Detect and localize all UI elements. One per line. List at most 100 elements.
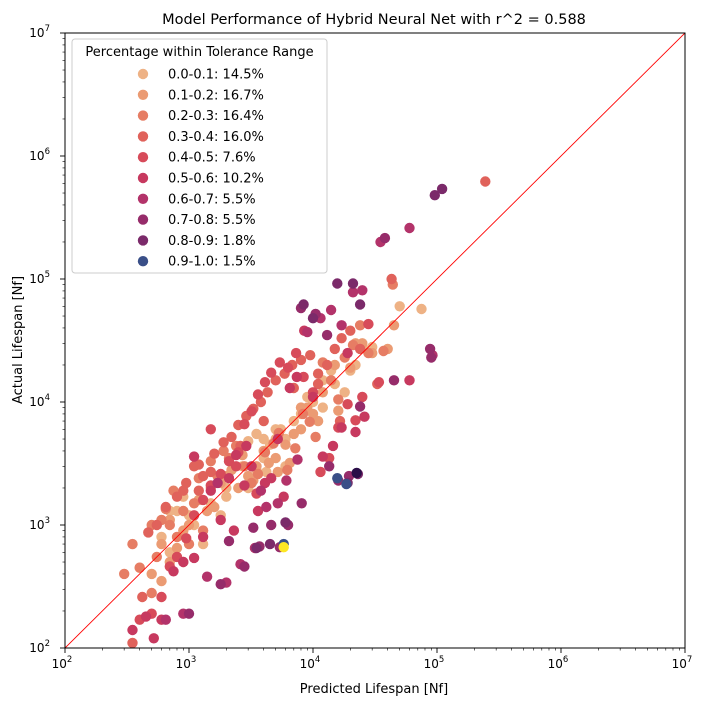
data-point — [259, 377, 271, 388]
data-point — [357, 391, 368, 403]
data-point — [146, 568, 157, 580]
legend-label: 0.5-0.6: 10.2% — [168, 172, 264, 187]
legend-label: 0.4-0.5: 7.6% — [168, 151, 256, 166]
data-point — [252, 505, 264, 517]
data-point — [215, 468, 226, 480]
data-point — [119, 568, 130, 580]
data-point — [160, 501, 171, 513]
data-point — [296, 498, 307, 509]
data-point — [347, 287, 359, 298]
data-point — [188, 451, 200, 462]
data-point — [297, 408, 309, 420]
data-point — [388, 375, 400, 386]
data-point — [156, 591, 167, 603]
data-point — [188, 552, 200, 564]
data-point — [312, 368, 324, 379]
data-point — [325, 304, 337, 316]
legend-label: 0.8-0.9: 1.8% — [168, 234, 256, 249]
data-point — [188, 498, 200, 509]
data-point — [324, 461, 335, 472]
legend-marker — [137, 89, 149, 101]
data-point — [351, 467, 362, 479]
data-point — [156, 575, 167, 587]
data-point — [350, 415, 361, 426]
data-point — [354, 343, 366, 355]
data-point — [178, 556, 189, 568]
data-point — [251, 542, 262, 554]
data-point — [246, 406, 257, 417]
chart-title: Model Performance of Hybrid Neural Net w… — [162, 12, 586, 28]
data-point — [230, 461, 242, 472]
data-point — [307, 391, 319, 403]
x-tick-label: 102 — [52, 655, 73, 671]
data-point — [252, 389, 264, 400]
legend-box — [71, 38, 328, 274]
data-point — [278, 542, 289, 553]
data-point — [312, 378, 324, 390]
x-tick-label: 107 — [672, 655, 693, 671]
data-point — [270, 375, 281, 386]
data-point — [193, 485, 204, 496]
data-point — [292, 454, 303, 465]
data-point — [354, 320, 366, 331]
data-point — [345, 325, 356, 336]
data-point — [363, 318, 374, 330]
data-point — [215, 579, 226, 590]
data-point — [379, 232, 391, 244]
data-point — [321, 359, 333, 371]
data-point — [329, 343, 340, 355]
data-point — [148, 633, 159, 644]
data-point — [336, 422, 347, 433]
data-point — [261, 501, 272, 513]
data-point — [223, 535, 235, 547]
data-point — [230, 449, 242, 461]
data-point — [239, 561, 250, 572]
legend-marker — [137, 172, 149, 184]
data-point — [246, 461, 257, 472]
legend-marker — [137, 256, 149, 267]
data-point — [134, 562, 145, 573]
data-point — [429, 190, 440, 201]
data-point — [252, 468, 264, 480]
data-point — [373, 377, 385, 388]
data-point — [188, 510, 200, 521]
data-point — [336, 320, 347, 331]
data-point — [290, 347, 302, 359]
y-tick-label: 106 — [29, 147, 50, 163]
data-point — [302, 326, 313, 338]
y-axis-label: Actual Lifespan [Nf] — [11, 276, 26, 404]
data-point — [282, 464, 293, 476]
data-point — [333, 405, 344, 416]
data-point — [209, 501, 220, 513]
data-point — [357, 285, 368, 296]
data-point — [266, 473, 277, 484]
data-point — [146, 587, 157, 599]
data-point — [127, 538, 138, 550]
x-tick-label: 103 — [176, 655, 197, 671]
axes-frame — [64, 32, 686, 649]
data-point — [404, 222, 415, 234]
legend-marker — [137, 235, 149, 246]
data-point — [350, 426, 361, 438]
y-tick-label: 102 — [29, 639, 50, 655]
data-point — [201, 571, 213, 582]
y-tick-label: 104 — [29, 393, 50, 409]
data-point — [388, 320, 400, 331]
data-point — [282, 362, 294, 373]
data-point — [255, 485, 267, 496]
data-point — [160, 614, 171, 625]
data-point — [307, 313, 319, 324]
data-point — [239, 419, 250, 430]
data-point — [426, 352, 437, 363]
data-point — [325, 375, 337, 386]
data-point — [394, 301, 405, 312]
data-point — [262, 387, 273, 398]
data-point — [228, 525, 240, 536]
data-point — [274, 357, 285, 368]
data-point — [193, 459, 204, 470]
data-point — [263, 457, 274, 469]
data-point — [266, 519, 277, 531]
data-point — [347, 278, 359, 289]
data-point — [416, 303, 427, 315]
